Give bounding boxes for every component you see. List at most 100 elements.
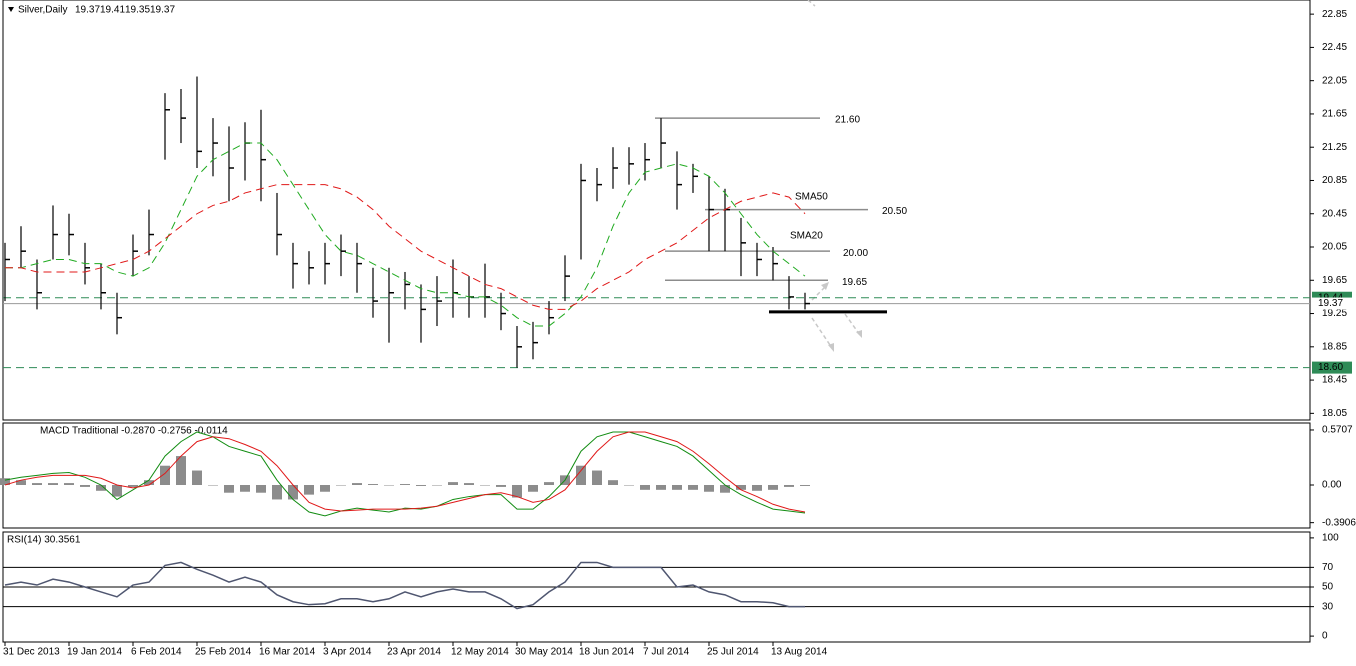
histogram-bar (128, 484, 138, 487)
histogram-bar (176, 456, 186, 485)
histogram-bar (592, 470, 602, 485)
histogram-bar (208, 484, 218, 486)
histogram-bar (704, 484, 714, 492)
last-price-label: 19.37 (1318, 298, 1343, 309)
histogram-bar (48, 483, 58, 485)
histogram-bar (112, 484, 122, 497)
x-tick-label: 12 May 2014 (451, 647, 509, 658)
x-tick-label: 25 Jul 2014 (707, 647, 759, 658)
x-tick-label: 30 May 2014 (515, 647, 573, 658)
x-tick-label: 31 Dec 2013 (3, 647, 60, 658)
x-tick-label: 7 Jul 2014 (643, 647, 690, 658)
y-tick-label: 70 (1322, 562, 1334, 573)
histogram-bar (336, 484, 346, 486)
histogram-bar (608, 480, 618, 485)
y-tick-label: -0.3906 (1322, 517, 1356, 528)
y-tick-label: 21.25 (1322, 142, 1347, 153)
histogram-bar (640, 484, 650, 490)
histogram-bar (96, 484, 106, 491)
y-tick-label: 22.45 (1322, 42, 1347, 53)
projection-arrows (807, 0, 861, 349)
y-tick-label: 0 (1322, 631, 1328, 642)
indicator-line (4, 561, 805, 610)
y-tick-label: 20.85 (1322, 175, 1347, 186)
histogram-bar (400, 484, 410, 485)
histogram-bar (496, 484, 506, 487)
histogram-bar (224, 484, 234, 493)
x-tick-label: 6 Feb 2014 (131, 647, 182, 658)
y-tick-label: 20.45 (1322, 208, 1347, 219)
header-value: 19.41 (100, 5, 125, 16)
x-tick-label: 18 Jun 2014 (579, 647, 634, 658)
y-tick-label: 100 (1322, 533, 1339, 544)
histogram-bar (768, 484, 778, 490)
histogram-bar (752, 484, 762, 491)
histogram-bar (368, 484, 378, 485)
y-tick-label: 19.65 (1322, 275, 1347, 286)
histogram-bar (320, 484, 330, 492)
y-tick-label: 18.05 (1322, 408, 1347, 419)
histogram-bar (256, 484, 266, 493)
y-tick-label: 20.05 (1322, 242, 1347, 253)
y-tick-label: 18.45 (1322, 375, 1347, 386)
histogram-bar (304, 484, 314, 495)
histogram-bar (528, 484, 538, 492)
histogram-bar (480, 484, 490, 486)
histogram-bar (64, 483, 74, 485)
histogram-bar (736, 484, 746, 490)
y-tick-label: 18.85 (1322, 341, 1347, 352)
indicator-line (5, 142, 806, 327)
y-tick-label: 30 (1322, 601, 1334, 612)
y-tick-label: 0.00 (1322, 480, 1342, 491)
price-marker-box (1312, 361, 1352, 374)
y-tick-label: 19.25 (1322, 308, 1347, 319)
x-tick-label: 25 Feb 2014 (195, 647, 252, 658)
histogram-bar (672, 484, 682, 490)
histogram-bar (160, 465, 170, 485)
indicator-line (5, 184, 806, 310)
header-value: 19.37 (75, 5, 100, 16)
histogram-bar (688, 484, 698, 490)
header-value: 19.35 (125, 5, 150, 16)
macd-pane (2, 422, 1311, 529)
histogram-bar (384, 484, 394, 486)
histogram-bar (144, 480, 154, 485)
histogram-bar (80, 484, 90, 487)
histogram-bar (512, 484, 522, 498)
header-value: 19.37 (150, 5, 175, 16)
histogram-bar (16, 480, 26, 485)
indicator-line (4, 431, 806, 517)
series-label: SMA20 (790, 231, 823, 242)
histogram-bar (448, 482, 458, 485)
x-tick-label: 19 Jan 2014 (67, 647, 122, 658)
histogram-bar (192, 470, 202, 485)
histogram-bar (416, 484, 426, 486)
histogram-bar (656, 484, 666, 490)
histogram-bar (32, 483, 42, 485)
last-price-box (1312, 297, 1352, 310)
rsi-title: RSI(14) 30.3561 (7, 535, 81, 546)
histogram-bar (576, 465, 586, 485)
level-label: 19.65 (842, 277, 867, 288)
y-tick-label: 50 (1322, 582, 1334, 593)
y-tick-label: 22.05 (1322, 75, 1347, 86)
series-label: SMA50 (795, 192, 828, 203)
level-label: 20.00 (843, 248, 868, 259)
macd-title: MACD Traditional -0.2870 -0.2756 -0.0114 (40, 426, 228, 437)
histogram-bar (784, 484, 794, 487)
level-label: 21.60 (835, 115, 860, 126)
indicator-line (4, 431, 806, 513)
histogram-bar (240, 484, 250, 492)
price-marker-label: 18.60 (1318, 362, 1343, 373)
histogram-bar (624, 484, 634, 486)
level-label: 20.50 (882, 206, 907, 217)
y-tick-label: 0.5707 (1322, 425, 1353, 436)
x-tick-label: 3 Apr 2014 (323, 647, 372, 658)
histogram-bar (544, 482, 554, 485)
histogram-bar (720, 484, 730, 493)
histogram-bar (800, 484, 810, 486)
x-tick-label: 16 Mar 2014 (259, 647, 316, 658)
histogram-bar (352, 483, 362, 485)
